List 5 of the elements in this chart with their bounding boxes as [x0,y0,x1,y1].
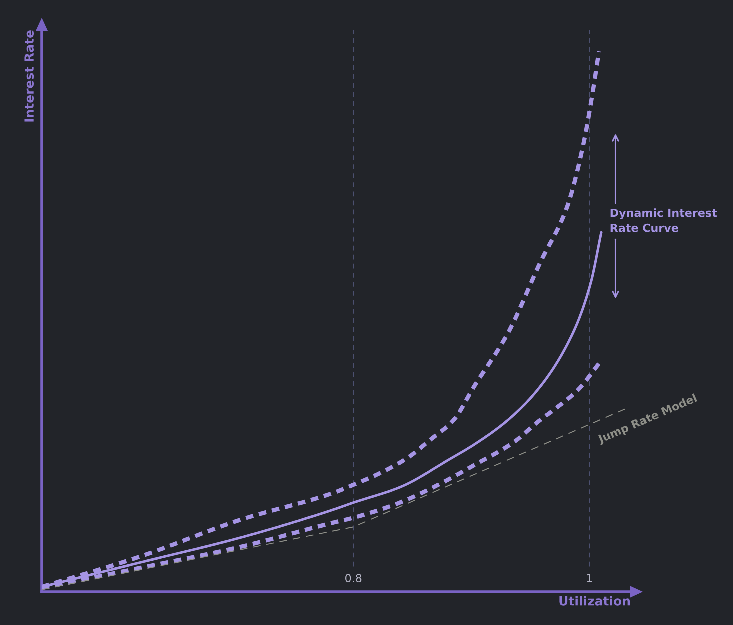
x-axis-title: Utilization [560,596,630,606]
y-axis-title: Interest Rate [24,30,34,122]
x-tick-label: 0.8 [346,574,362,583]
x-tick-label: 1 [587,574,592,582]
series-label: Dynamic Interest Rate Curve [610,208,718,232]
